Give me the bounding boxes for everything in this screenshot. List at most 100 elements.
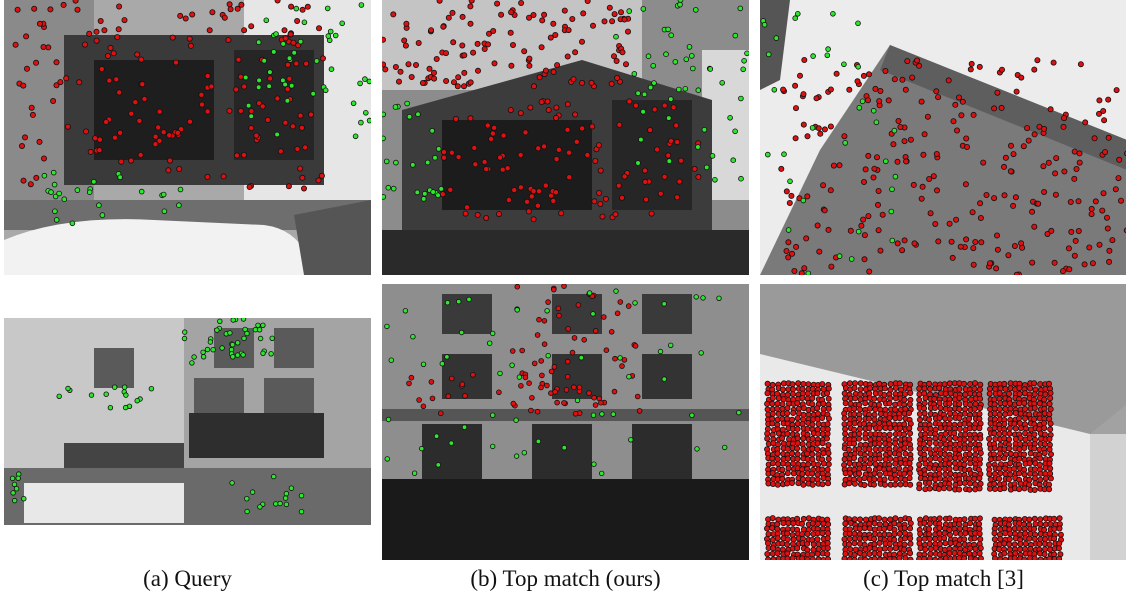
feature-marker: [1061, 115, 1068, 122]
feature-marker: [544, 382, 550, 389]
feature-marker: [809, 451, 816, 458]
feature-marker: [907, 481, 914, 488]
feature-marker: [862, 400, 869, 407]
feature-marker: [996, 465, 1003, 472]
feature-marker: [1060, 123, 1067, 130]
feature-marker: [429, 395, 436, 402]
feature-marker: [552, 189, 559, 196]
feature-marker: [987, 476, 994, 483]
feature-marker: [430, 189, 436, 195]
feature-marker: [382, 36, 386, 43]
feature-marker: [872, 446, 879, 453]
feature-marker: [83, 128, 90, 135]
feature-marker: [590, 412, 597, 418]
feature-marker: [994, 89, 1001, 96]
feature-marker: [1045, 380, 1052, 387]
feature-marker: [930, 173, 937, 180]
feature-marker: [785, 465, 792, 472]
feature-marker: [785, 254, 792, 261]
feature-marker: [701, 127, 708, 133]
feature-marker: [960, 380, 967, 387]
feature-marker: [799, 520, 806, 527]
feature-marker: [905, 410, 912, 417]
feature-marker: [825, 405, 832, 412]
feature-marker: [926, 520, 933, 527]
feature-marker: [33, 174, 40, 181]
feature-marker: [631, 71, 638, 77]
feature-marker: [1041, 396, 1048, 403]
feature-marker: [971, 385, 978, 392]
feature-marker: [882, 406, 889, 413]
feature-marker: [450, 39, 457, 46]
feature-marker: [426, 65, 433, 72]
feature-marker: [433, 56, 440, 63]
feature-marker: [1021, 471, 1028, 478]
feature-marker: [204, 108, 211, 115]
feature-marker: [661, 301, 667, 307]
feature-marker: [961, 479, 968, 486]
feature-marker: [856, 476, 863, 483]
feature-marker: [1095, 110, 1102, 117]
feature-marker: [907, 136, 914, 143]
feature-marker: [619, 363, 625, 369]
feature-marker: [23, 65, 30, 72]
feature-marker: [256, 77, 262, 84]
feature-marker: [181, 335, 188, 342]
feature-marker: [820, 450, 827, 457]
feature-marker: [935, 238, 942, 245]
feature-marker: [891, 76, 898, 83]
feature-marker: [966, 415, 973, 422]
feature-marker: [906, 436, 913, 443]
outlier-point-cloud: [382, 0, 702, 223]
feature-marker: [1021, 556, 1028, 560]
feature-marker: [942, 540, 949, 547]
feature-marker: [848, 256, 855, 262]
feature-marker: [926, 535, 933, 542]
feature-marker: [586, 390, 592, 396]
feature-marker: [862, 556, 869, 560]
feature-marker: [1025, 137, 1032, 144]
feature-marker: [976, 550, 983, 557]
feature-marker: [780, 520, 787, 527]
feature-marker: [919, 183, 926, 190]
feature-marker: [1016, 400, 1023, 407]
feature-marker: [564, 126, 571, 133]
feature-marker: [1034, 57, 1041, 64]
feature-marker: [765, 51, 772, 58]
feature-marker: [983, 191, 990, 198]
feature-marker: [956, 441, 963, 448]
feature-marker: [267, 75, 274, 82]
feature-marker: [104, 53, 111, 60]
feature-marker: [907, 390, 914, 397]
feature-marker: [1006, 546, 1013, 553]
feature-marker: [866, 405, 873, 412]
feature-marker: [972, 238, 979, 245]
feature-marker: [1071, 175, 1078, 182]
feature-marker: [1031, 66, 1038, 73]
feature-marker: [452, 115, 459, 122]
feature-marker: [240, 151, 247, 158]
feature-marker: [226, 1, 233, 8]
feature-marker: [963, 135, 970, 142]
feature-marker: [1029, 259, 1036, 266]
feature-marker: [1026, 460, 1033, 467]
feature-marker: [592, 402, 599, 408]
feature-marker: [588, 79, 595, 86]
feature-marker: [783, 247, 790, 254]
feature-marker: [419, 445, 425, 452]
feature-marker: [230, 318, 236, 323]
feature-marker: [780, 86, 787, 93]
feature-marker: [892, 545, 899, 552]
feature-marker: [779, 386, 786, 393]
feature-marker: [388, 357, 394, 363]
feature-marker: [561, 444, 567, 451]
feature-marker: [439, 360, 445, 367]
feature-marker: [769, 550, 776, 557]
feature-marker: [483, 214, 490, 221]
feature-marker: [111, 384, 118, 390]
feature-marker: [1061, 168, 1068, 175]
feature-marker: [1016, 420, 1023, 427]
feature-marker: [573, 138, 580, 145]
feature-marker: [891, 531, 898, 538]
feature-marker: [961, 420, 968, 427]
